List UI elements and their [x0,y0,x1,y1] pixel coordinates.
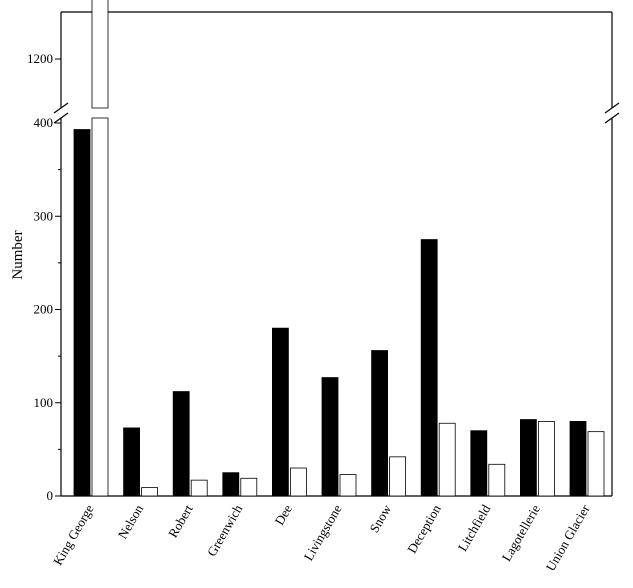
bar-livingstone-series2 [339,474,357,497]
y-tick-label-100: 100 [34,395,54,410]
x-category-label-king-george: King George [50,502,97,568]
x-category-label-lagotellerie: Lagotellerie [499,502,544,564]
bar-snow-series1 [371,350,389,497]
bar-king-george-series1 [73,129,91,497]
axis-break-mark-right [604,112,620,124]
x-category-label-livingstone: Livingstone [301,502,345,563]
bar-union-glacier-series1 [569,420,587,497]
x-category-label-snow: Snow [366,501,394,535]
y-tick-label-1200: 1200 [27,51,53,66]
axis-break-mark-left [53,112,69,124]
x-axis-category-labels: King George Nelson Robert Greenwich Dee Livin… [50,501,593,573]
bar-litchfield-series2 [488,463,506,497]
bar-dee-series1 [271,327,289,497]
bar-deception-series2 [438,422,456,497]
bar-dee-series2 [289,467,307,497]
axis-break-mark-right [604,102,620,114]
x-category-label-nelson: Nelson [115,502,147,542]
x-category-label-dee: Dee [272,502,296,528]
bar-nelson-series1 [123,427,140,497]
y-tick-label-300: 300 [34,208,54,223]
bar-greenwich-series2 [240,477,258,497]
bar-greenwich-series1 [222,472,240,497]
bar-robert-series2 [190,479,208,497]
bar-nelson-series2 [141,487,159,497]
bar-snow-series2 [389,456,407,497]
axis-break-mark-left [53,102,69,114]
x-category-label-greenwich: Greenwich [204,502,246,559]
bar-robert-series1 [172,391,190,497]
bar-livingstone-series1 [321,377,339,497]
y-tick-label-200: 200 [34,302,54,317]
bar-lagotellerie-series2 [538,420,555,497]
y-axis-title: Number [10,230,26,279]
bars [73,0,605,497]
x-category-label-union-glacier: Union Glacier [543,501,593,573]
bar-lagotellerie-series1 [520,419,537,497]
x-category-label-deception: Deception [404,502,444,556]
x-category-label-litchfield: Litchfield [455,502,494,554]
bar-king-george-series2-lower [91,117,109,497]
bar-deception-series1 [420,239,438,497]
y-axis-ticks: 0 100 200 300 400 1200 [27,51,61,503]
x-category-label-robert: Robert [165,502,196,540]
y-tick-label-400: 400 [34,115,54,130]
bar-king-george-series2-upper [91,0,109,109]
bar-litchfield-series1 [470,430,488,497]
bar-union-glacier-series2 [587,431,605,497]
y-tick-label-0: 0 [47,488,54,503]
